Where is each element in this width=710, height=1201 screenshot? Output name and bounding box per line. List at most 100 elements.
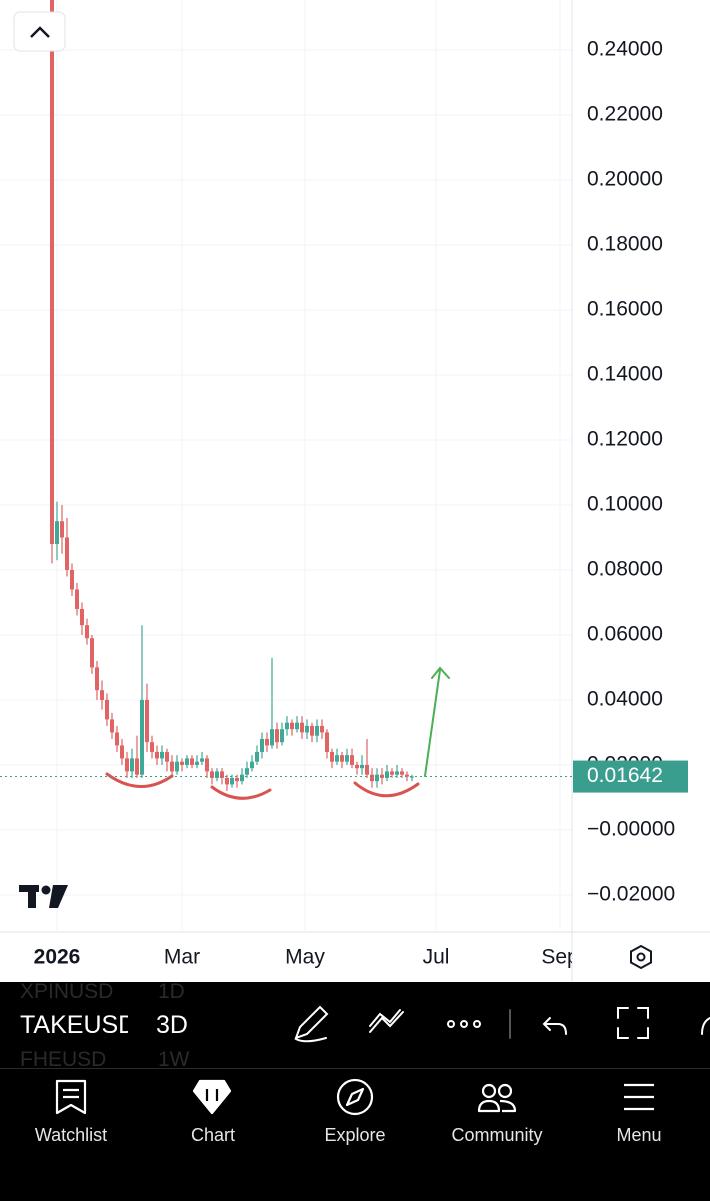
watchlist-icon (55, 1079, 87, 1115)
candle-body (390, 771, 394, 775)
candle-body (385, 771, 389, 778)
logo (19, 885, 68, 908)
candle-body (130, 758, 134, 772)
candle-body (360, 764, 364, 769)
trend-icon[interactable] (369, 1009, 404, 1033)
x-tick-label: Sep (541, 946, 578, 969)
candle-body (405, 774, 409, 777)
ghost-interval: 1W (158, 1048, 190, 1068)
ghost-symbol: XPINUSD (20, 982, 114, 1003)
y-tick-label: 0.18000 (587, 233, 663, 256)
candle-body (135, 758, 139, 775)
x-tick-label: Mar (164, 946, 200, 969)
candle-body (285, 722, 289, 730)
y-tick-label: 0.20000 (587, 168, 663, 191)
candle-body (400, 771, 404, 775)
drawings (105, 666, 450, 800)
grid (0, 0, 572, 930)
candle-body (200, 758, 204, 762)
y-tick-label: 0.24000 (587, 38, 663, 61)
x-axis: 2026 Mar May Jul Sep (34, 946, 578, 969)
arc-drawing (210, 785, 272, 800)
candle-body (345, 755, 349, 762)
undo-icon[interactable] (542, 1017, 567, 1035)
toolbar: XPINUSD 1D FHEUSD 1W TAKEUSD 3D (0, 982, 710, 1068)
candle-body (260, 738, 264, 752)
candle-body (150, 742, 154, 752)
candle-body (290, 722, 294, 730)
ghost-interval: 1D (158, 982, 185, 1003)
pen-icon[interactable] (294, 1005, 329, 1043)
candle-body (220, 771, 224, 778)
arc-drawing (353, 781, 420, 798)
candle-body (205, 758, 209, 772)
nav-label: Watchlist (34, 1125, 108, 1145)
community-icon (481, 1083, 497, 1099)
candle-body (335, 755, 339, 762)
y-axis: 0.24000 0.22000 0.20000 0.18000 0.16000 0.140… (587, 38, 675, 906)
menu-icon (624, 1083, 654, 1111)
candle-body (195, 761, 199, 765)
candle-body (240, 774, 244, 782)
candle-body (110, 719, 114, 733)
candle-body (90, 638, 94, 668)
y-tick-label: 0.08000 (587, 558, 663, 581)
candle-body (140, 699, 144, 775)
candle-body (100, 690, 104, 700)
candle-body (270, 729, 274, 746)
more-icon[interactable] (447, 1020, 455, 1028)
y-tick-label: 0.22000 (587, 103, 663, 126)
candle-body (70, 569, 74, 590)
candle-body (95, 667, 99, 691)
candle-body (115, 732, 119, 746)
candle-body (245, 768, 249, 775)
candle-body (340, 755, 344, 762)
candle-body (65, 537, 69, 570)
candle-body (60, 521, 64, 538)
arrow-drawing (424, 666, 450, 777)
settings-icon[interactable] (630, 944, 652, 970)
candle-body (275, 729, 279, 743)
candle-body (350, 755, 354, 765)
arc-drawing (105, 772, 174, 788)
candle-body (55, 521, 59, 544)
candle-body (170, 761, 174, 772)
fullscreen-icon[interactable] (617, 1007, 649, 1039)
candle-body (215, 771, 219, 778)
candles (50, 0, 414, 791)
candle-body (125, 758, 129, 772)
y-tick-label: −0.02000 (587, 882, 675, 905)
candle-body (355, 764, 359, 769)
candle-body (85, 625, 89, 639)
y-tick-label: −0.00000 (587, 817, 675, 840)
x-tick-label: May (285, 946, 325, 969)
candle-body (145, 699, 149, 743)
candle-body (320, 725, 324, 733)
candle-body (265, 738, 269, 746)
nav-label: Chart (190, 1125, 235, 1145)
candle-body (295, 722, 299, 730)
nav-icons (55, 1078, 654, 1116)
chevron-icon (30, 26, 50, 38)
y-tick-label: 0.14000 (587, 363, 663, 386)
candle-body (155, 751, 159, 759)
nav-label: Explore (324, 1125, 386, 1145)
interval[interactable]: 3D (156, 1011, 188, 1039)
candle-body (210, 771, 214, 778)
candle-body (120, 745, 124, 759)
candle-body (230, 777, 234, 785)
candle-body (180, 761, 184, 765)
nav-bar: Watchlist Chart Explore Community Menu (0, 1068, 710, 1201)
candle-body (175, 761, 179, 772)
candle-body (80, 608, 84, 626)
symbol[interactable]: TAKEUSD (20, 1011, 128, 1039)
candle-body (305, 725, 309, 733)
candle-body (315, 725, 319, 736)
chart-icon (192, 1079, 232, 1115)
y-tick-label: 0.10000 (587, 493, 663, 516)
candle-body (160, 751, 164, 759)
collapse-button[interactable] (13, 11, 66, 52)
y-tick-label: 0.16000 (587, 298, 663, 321)
y-tick-label: 0.12000 (587, 428, 663, 451)
